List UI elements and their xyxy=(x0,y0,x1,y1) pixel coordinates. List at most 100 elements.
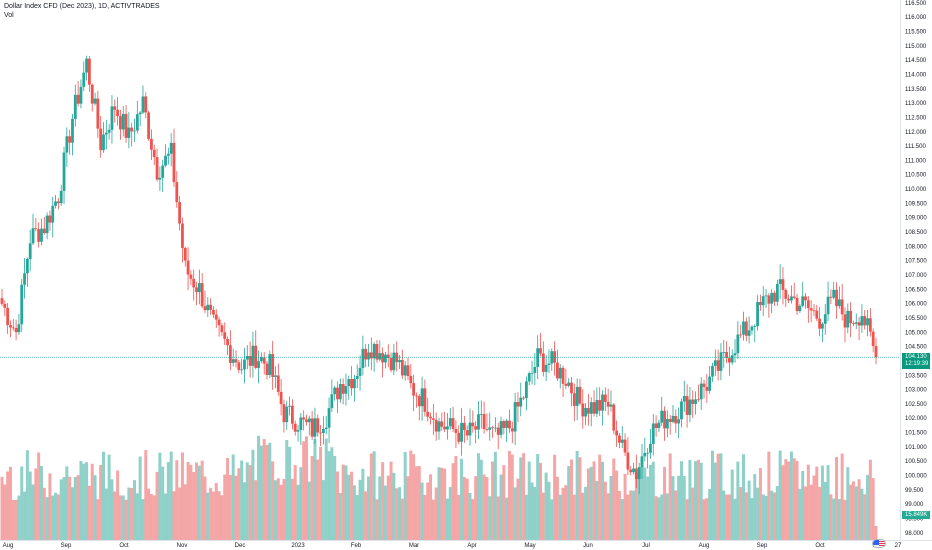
volume-bar xyxy=(426,482,430,540)
volume-bar xyxy=(367,476,371,540)
candle-body xyxy=(113,106,117,110)
candle-body xyxy=(493,427,497,429)
us-flag-icon[interactable] xyxy=(872,539,886,548)
volume-bar xyxy=(361,468,365,540)
time-tick-label: Sep xyxy=(757,543,768,549)
volume-bar xyxy=(369,453,373,540)
volume-bar xyxy=(609,475,613,540)
volume-bar xyxy=(214,483,218,540)
candle-body xyxy=(62,152,66,191)
candle-body xyxy=(313,418,317,437)
candle-body xyxy=(491,427,494,429)
candle-body xyxy=(713,360,717,366)
candle-body xyxy=(477,414,480,430)
candle-body xyxy=(316,418,320,433)
price-tick-label: 106.000 xyxy=(905,302,927,308)
volume-bar xyxy=(338,492,342,540)
candle-body xyxy=(443,426,447,430)
candle-body xyxy=(612,404,616,431)
volume-bar xyxy=(615,470,619,540)
candle-body xyxy=(719,352,723,371)
volume-bar xyxy=(874,526,878,540)
volume-bar xyxy=(175,460,179,540)
volume-bar xyxy=(178,487,182,540)
candle-body xyxy=(124,113,128,138)
candle-body xyxy=(434,419,438,432)
volume-bar xyxy=(657,497,661,540)
volume-bar xyxy=(823,482,827,540)
volume-bar xyxy=(773,492,777,540)
volume-bar xyxy=(164,493,168,540)
volume-bar xyxy=(586,468,590,540)
candle-body xyxy=(665,418,669,429)
candle-body xyxy=(3,303,7,308)
volume-bar xyxy=(347,474,351,540)
candle-body xyxy=(378,353,382,360)
volume-bar xyxy=(640,458,644,540)
candle-body xyxy=(186,260,190,275)
volume-bar xyxy=(606,493,610,540)
candle-body xyxy=(310,418,314,437)
volume-bar xyxy=(530,482,534,540)
candle-body xyxy=(759,301,762,306)
volume-bar xyxy=(767,451,771,540)
volume-bar xyxy=(155,471,159,540)
candle-body xyxy=(192,278,196,288)
candle-body xyxy=(415,395,418,397)
volume-bar xyxy=(316,459,320,540)
volume-bar xyxy=(400,498,404,540)
volume-bar xyxy=(654,496,658,540)
candle-body xyxy=(336,387,339,400)
candle-body xyxy=(465,430,469,436)
volume-bar xyxy=(107,454,111,540)
candle-body xyxy=(674,415,678,424)
candle-body xyxy=(347,379,351,387)
time-tick-label: Oct xyxy=(119,543,129,549)
volume-bar xyxy=(268,442,272,540)
volume-bar xyxy=(496,496,500,540)
volume-bar xyxy=(713,462,717,540)
volume-bar xyxy=(93,475,97,540)
candle-body xyxy=(400,359,404,376)
volume-bar xyxy=(544,472,548,540)
volume-bar xyxy=(282,479,286,540)
candle-body xyxy=(510,428,514,432)
bar-countdown: 12:19:39 xyxy=(905,361,929,368)
candle-body xyxy=(826,296,830,315)
price-tick-label: 102.500 xyxy=(905,402,927,408)
volume-bar xyxy=(741,454,745,540)
volume-bar xyxy=(561,487,565,540)
volume-bar xyxy=(547,481,551,540)
candle-body xyxy=(852,323,855,324)
candle-body xyxy=(17,324,21,333)
candle-body xyxy=(245,355,249,360)
volume-bar xyxy=(705,498,709,540)
chart-legend: Dollar Index CFD (Dec 2023), 1D, ACTIVTR… xyxy=(4,2,160,20)
volume-bar xyxy=(39,465,43,540)
candle-body xyxy=(259,357,263,362)
candle-body xyxy=(110,106,114,130)
volume-bar xyxy=(389,461,393,540)
candle-body xyxy=(519,397,523,407)
candle-body xyxy=(268,354,272,375)
candle-body xyxy=(454,428,458,433)
volume-bar xyxy=(623,473,627,540)
volume-bar xyxy=(764,495,768,540)
volume-bar xyxy=(603,481,607,540)
volume-bar xyxy=(358,479,362,540)
volume-bar xyxy=(787,461,791,540)
time-tick-label: Oct xyxy=(815,543,825,549)
price-tick-label: 110.500 xyxy=(905,173,927,179)
volume-bar xyxy=(553,454,557,540)
volume-bar xyxy=(812,475,816,540)
volume-bar xyxy=(149,494,153,540)
candle-body xyxy=(85,58,88,73)
candle-body xyxy=(65,136,69,153)
time-tick-label: Sep xyxy=(61,543,72,549)
volume-bar xyxy=(3,484,7,540)
candle-body xyxy=(398,359,401,363)
volume-bar xyxy=(632,490,636,540)
candle-body xyxy=(448,418,452,427)
volume-bar xyxy=(392,472,396,540)
